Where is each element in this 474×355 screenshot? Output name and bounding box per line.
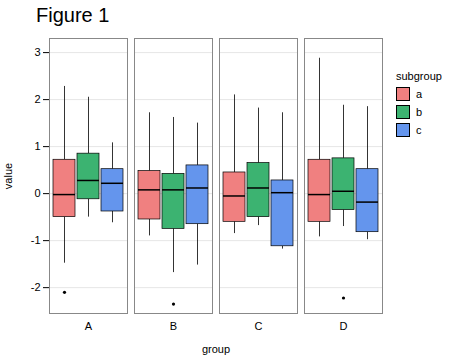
svg-text:value: value bbox=[2, 163, 14, 189]
html-text:subgroup: subgroup bbox=[396, 70, 442, 82]
svg-text:C: C bbox=[255, 320, 263, 332]
svg-text:D: D bbox=[340, 320, 348, 332]
html-text:c: c bbox=[416, 124, 422, 136]
svg-text:2: 2 bbox=[34, 93, 40, 105]
svg-text:B: B bbox=[170, 320, 177, 332]
svg-text:-2: -2 bbox=[31, 281, 41, 293]
svg-text:1: 1 bbox=[34, 140, 40, 152]
html-text:b: b bbox=[416, 106, 423, 118]
svg-text:-1: -1 bbox=[31, 234, 41, 246]
svg-text:group: group bbox=[202, 343, 230, 355]
svg-text:0: 0 bbox=[34, 187, 40, 199]
html-text:Figure 1: Figure 1 bbox=[36, 4, 110, 26]
svg-text:3: 3 bbox=[34, 46, 40, 58]
svg-text:A: A bbox=[85, 320, 93, 332]
html-text:a: a bbox=[416, 88, 423, 100]
